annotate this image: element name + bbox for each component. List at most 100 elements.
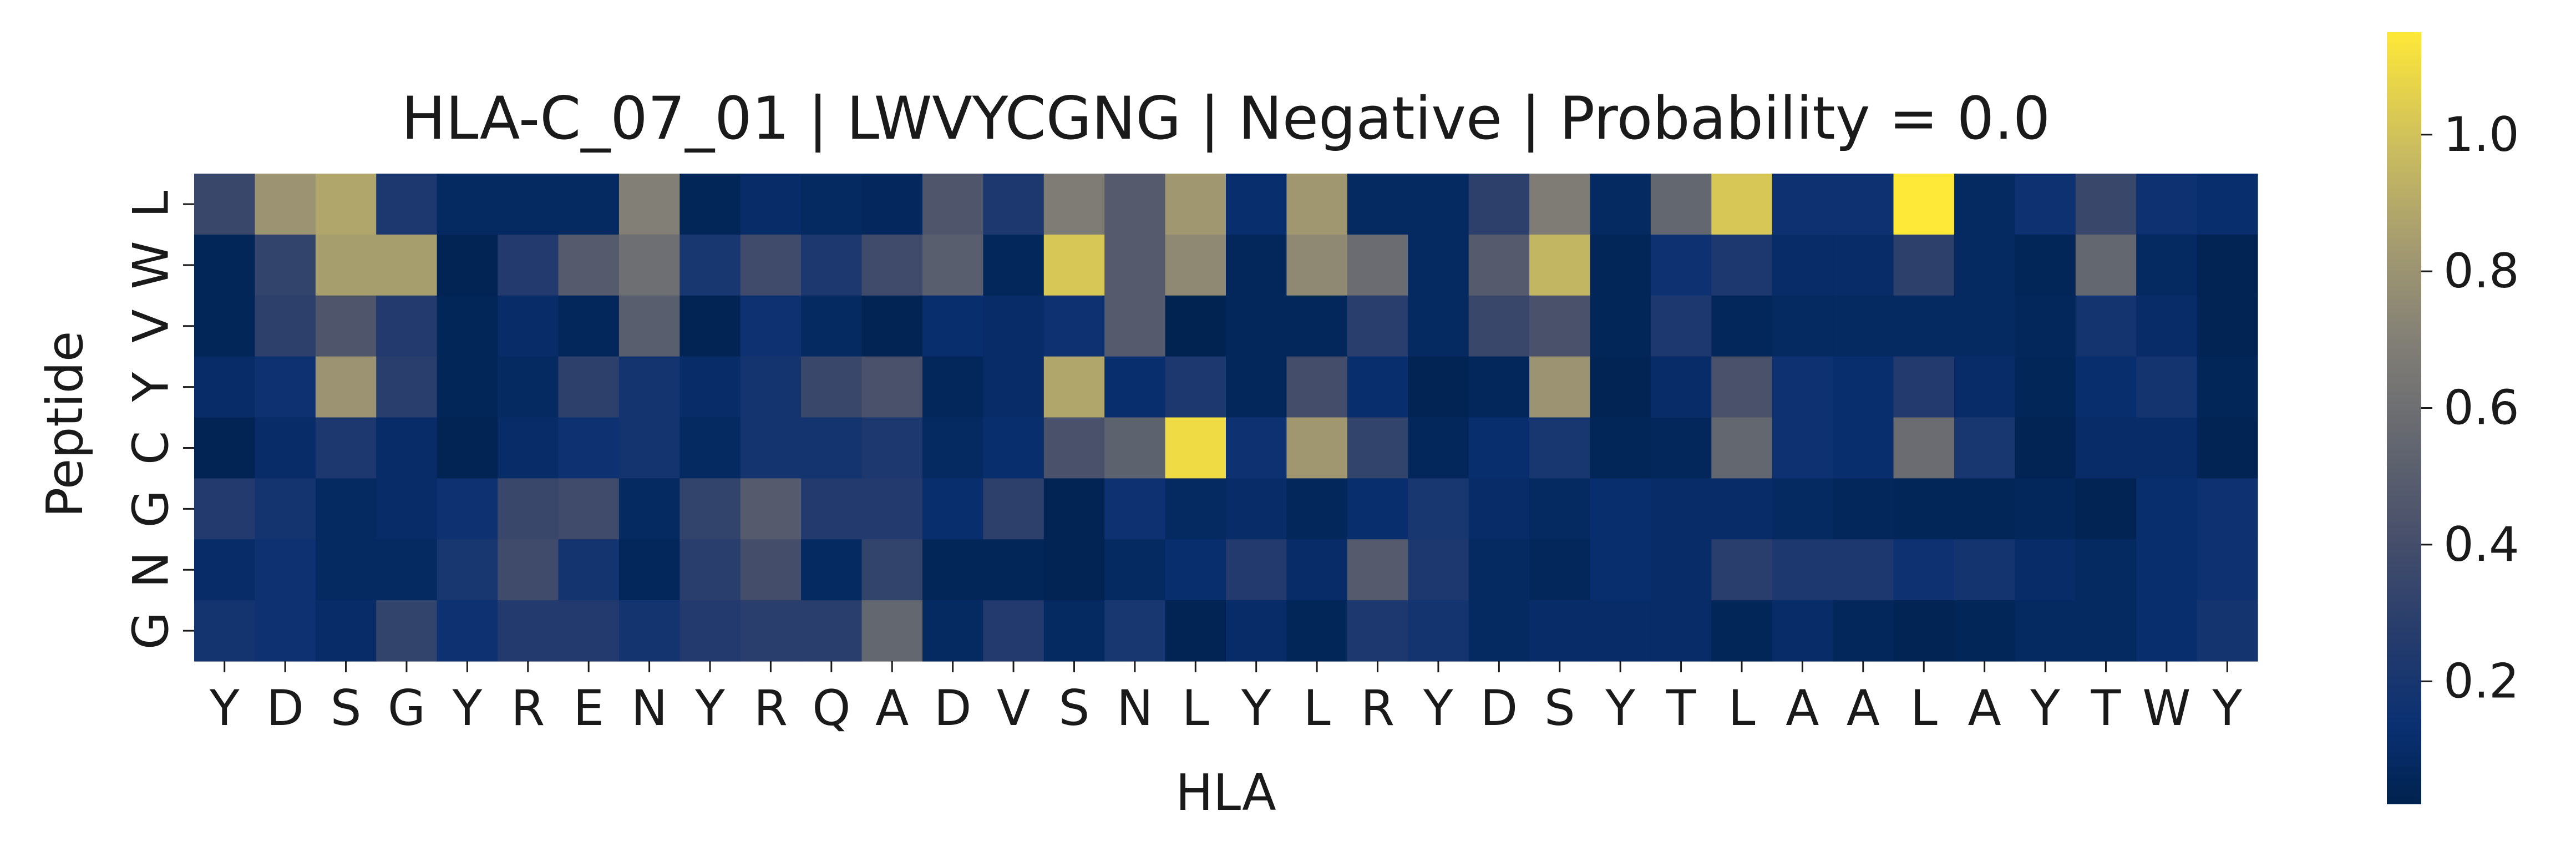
heatmap-cell	[983, 234, 1044, 296]
heatmap-cell	[558, 600, 620, 662]
heatmap-cell	[1408, 295, 1469, 357]
heatmap-cell	[498, 295, 559, 357]
heatmap-cell	[255, 295, 316, 357]
heatmap-cell	[498, 600, 559, 662]
heatmap-cell	[1954, 600, 2015, 662]
heatmap-cell	[801, 600, 863, 662]
heatmap-cell	[922, 174, 983, 235]
x-tick-label: T	[1666, 679, 1697, 737]
heatmap-cell	[2075, 234, 2137, 296]
heatmap-cell	[1590, 295, 1651, 357]
heatmap-cell	[861, 234, 923, 296]
heatmap-cell	[255, 539, 316, 601]
heatmap-cell	[1468, 174, 1530, 235]
heatmap-cell	[1772, 234, 1833, 296]
x-tick-label: A	[1847, 679, 1880, 737]
heatmap-cell	[740, 356, 802, 418]
x-tick-label: A	[1786, 679, 1819, 737]
heatmap-cell	[1711, 356, 1773, 418]
heatmap-cell	[376, 174, 438, 235]
heatmap-cell	[558, 478, 620, 540]
x-tick-label: S	[331, 679, 362, 737]
heatmap-cell	[2136, 417, 2198, 479]
y-tick-label: W	[123, 241, 180, 289]
colorbar-tick-label: 0.4	[2443, 517, 2519, 572]
heatmap-cell	[1165, 356, 1226, 418]
heatmap-cell	[1408, 417, 1469, 479]
heatmap-cell	[1165, 234, 1226, 296]
heatmap-cell	[1711, 539, 1773, 601]
heatmap-cell	[1954, 539, 2015, 601]
heatmap-cell	[2197, 600, 2258, 662]
heatmap-cell	[1711, 600, 1773, 662]
heatmap-cell	[2136, 478, 2198, 540]
heatmap-cell	[1772, 356, 1833, 418]
heatmap-cell	[1893, 478, 1955, 540]
heatmap-cell	[558, 417, 620, 479]
heatmap-cell	[194, 295, 256, 357]
heatmap-cell	[1165, 295, 1226, 357]
heatmap-cell	[1529, 478, 1591, 540]
heatmap-cell	[801, 174, 863, 235]
x-tick-label: G	[388, 679, 425, 737]
heatmap-cell	[861, 417, 923, 479]
heatmap-cell	[1833, 234, 1894, 296]
heatmap-cell	[1772, 417, 1833, 479]
heatmap-cell	[1165, 174, 1226, 235]
heatmap-cell	[498, 356, 559, 418]
heatmap-cell	[983, 295, 1044, 357]
heatmap-cell	[922, 600, 983, 662]
heatmap-cell	[2015, 539, 2076, 601]
heatmap-cell	[437, 478, 498, 540]
heatmap-cell	[1650, 478, 1712, 540]
heatmap-cell	[255, 174, 316, 235]
heatmap-cell	[255, 600, 316, 662]
heatmap-cell	[1893, 234, 1955, 296]
heatmap-cell	[315, 600, 377, 662]
x-axis-label: HLA	[1175, 764, 1276, 822]
heatmap-cell	[315, 174, 377, 235]
heatmap-cell	[498, 539, 559, 601]
heatmap-cell	[1650, 600, 1712, 662]
x-tick-label: Y	[1241, 679, 1271, 737]
heatmap-cell	[2015, 234, 2076, 296]
heatmap-cell	[1226, 478, 1287, 540]
heatmap-cell	[315, 295, 377, 357]
heatmap-cell	[618, 356, 680, 418]
heatmap-cell	[1165, 478, 1226, 540]
heatmap-cell	[680, 417, 741, 479]
heatmap-cell	[801, 356, 863, 418]
heatmap-cell	[315, 356, 377, 418]
heatmap-cell	[1104, 174, 1166, 235]
heatmap-cell	[1165, 600, 1226, 662]
heatmap-cell	[1772, 478, 1833, 540]
heatmap-cell	[1408, 234, 1469, 296]
heatmap-cell	[1043, 417, 1105, 479]
x-tick-label: W	[2142, 679, 2190, 737]
heatmap-cell	[376, 295, 438, 357]
heatmap-cell	[1833, 600, 1894, 662]
heatmap-cell	[2197, 478, 2258, 540]
heatmap-cell	[618, 295, 680, 357]
heatmap-cell	[801, 539, 863, 601]
heatmap-cell	[1468, 356, 1530, 418]
heatmap-cell	[315, 417, 377, 479]
y-tick-label: C	[123, 431, 180, 465]
x-tick-label: N	[1117, 679, 1153, 737]
heatmap-cell	[801, 417, 863, 479]
heatmap-cell	[1529, 417, 1591, 479]
heatmap-cell	[680, 600, 741, 662]
x-tick-label: L	[1182, 679, 1209, 737]
heatmap-cell	[861, 356, 923, 418]
heatmap-cell	[1590, 174, 1651, 235]
heatmap-cell	[376, 600, 438, 662]
heatmap-cell	[1226, 417, 1287, 479]
heatmap-cell	[801, 234, 863, 296]
heatmap-cell	[861, 539, 923, 601]
heatmap-cell	[922, 356, 983, 418]
heatmap-cell	[1954, 417, 2015, 479]
x-tick-label: Y	[209, 679, 240, 737]
heatmap-cell	[922, 539, 983, 601]
heatmap-cell	[558, 539, 620, 601]
